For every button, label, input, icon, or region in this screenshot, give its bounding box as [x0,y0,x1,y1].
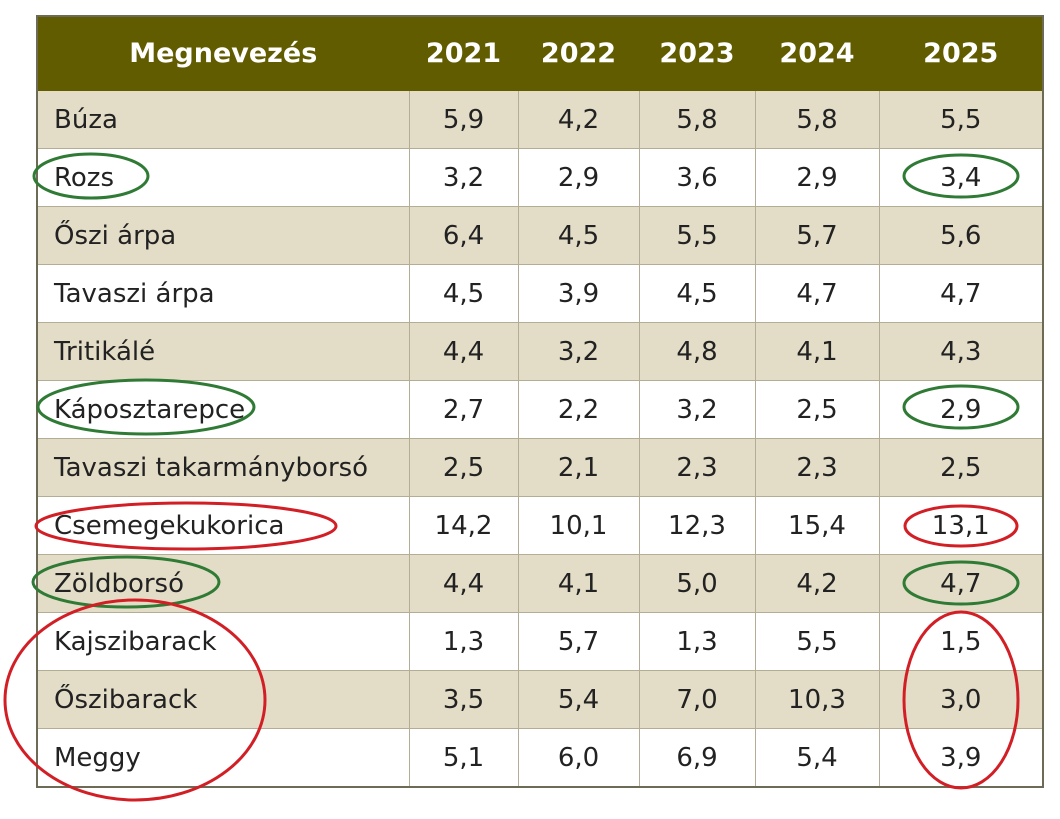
cell-2021: 3,5 [408,670,519,729]
row-name: Tavaszi takarmányborsó [36,438,410,497]
cell-2022: 4,5 [517,206,640,265]
cell-2022: 5,4 [517,670,640,729]
cell-2021: 1,3 [408,612,519,671]
cell-2021: 5,9 [408,90,519,149]
cell-2024: 15,4 [754,496,880,555]
table-body: Búza 5,9 4,2 5,8 5,8 5,5 Rozs 3,2 2,9 3,… [36,90,1044,788]
cell-2025: 4,7 [878,554,1044,613]
cell-2021: 6,4 [408,206,519,265]
table-row: Káposztarepce 2,7 2,2 3,2 2,5 2,9 [36,380,1044,439]
header-2021: 2021 [408,15,519,91]
cell-2025: 4,3 [878,322,1044,381]
header-megnevezes: Megnevezés [36,15,410,91]
cell-2021: 4,4 [408,322,519,381]
cell-2023: 3,2 [638,380,756,439]
cell-2024: 2,5 [754,380,880,439]
header-2022: 2022 [517,15,640,91]
row-name: Kajszibarack [36,612,410,671]
table-row: Tavaszi takarmányborsó 2,5 2,1 2,3 2,3 2… [36,438,1044,497]
cell-2024: 4,7 [754,264,880,323]
cell-2022: 10,1 [517,496,640,555]
cell-2024: 5,7 [754,206,880,265]
cell-2021: 2,7 [408,380,519,439]
header-2024: 2024 [754,15,880,91]
cell-2024: 4,1 [754,322,880,381]
cell-2023: 2,3 [638,438,756,497]
cell-2025: 2,9 [878,380,1044,439]
cell-2021: 14,2 [408,496,519,555]
cell-2024: 5,4 [754,728,880,788]
header-2025: 2025 [878,15,1044,91]
header-2023: 2023 [638,15,756,91]
cell-2023: 3,6 [638,148,756,207]
cell-2022: 2,9 [517,148,640,207]
cell-2023: 5,0 [638,554,756,613]
cell-2025: 3,0 [878,670,1044,729]
cell-2025: 1,5 [878,612,1044,671]
row-name: Búza [36,90,410,149]
cell-2025: 13,1 [878,496,1044,555]
cell-2023: 7,0 [638,670,756,729]
cell-2021: 5,1 [408,728,519,788]
cell-2021: 4,4 [408,554,519,613]
header-row: Megnevezés 2021 2022 2023 2024 2025 [36,15,1044,91]
row-name: Őszi árpa [36,206,410,265]
cell-2023: 1,3 [638,612,756,671]
cell-2022: 3,2 [517,322,640,381]
cell-2022: 4,2 [517,90,640,149]
cell-2021: 4,5 [408,264,519,323]
cell-2022: 4,1 [517,554,640,613]
row-name: Őszibarack [36,670,410,729]
row-name: Káposztarepce [36,380,410,439]
cell-2025: 3,9 [878,728,1044,788]
table-row: Csemegekukorica 14,2 10,1 12,3 15,4 13,1 [36,496,1044,555]
cell-2025: 5,6 [878,206,1044,265]
cell-2025: 4,7 [878,264,1044,323]
cell-2025: 5,5 [878,90,1044,149]
cell-2021: 2,5 [408,438,519,497]
table-row: Kajszibarack 1,3 5,7 1,3 5,5 1,5 [36,612,1044,671]
table-row: Őszibarack 3,5 5,4 7,0 10,3 3,0 [36,670,1044,729]
table-row: Tritikálé 4,4 3,2 4,8 4,1 4,3 [36,322,1044,381]
table-row: Őszi árpa 6,4 4,5 5,5 5,7 5,6 [36,206,1044,265]
table-row: Zöldborsó 4,4 4,1 5,0 4,2 4,7 [36,554,1044,613]
cell-2021: 3,2 [408,148,519,207]
cell-2024: 2,9 [754,148,880,207]
cell-2025: 2,5 [878,438,1044,497]
table-row: Búza 5,9 4,2 5,8 5,8 5,5 [36,90,1044,149]
row-name: Rozs [36,148,410,207]
cell-2022: 2,2 [517,380,640,439]
cell-2023: 5,8 [638,90,756,149]
cell-2022: 2,1 [517,438,640,497]
row-name: Tavaszi árpa [36,264,410,323]
cell-2023: 12,3 [638,496,756,555]
cell-2023: 4,5 [638,264,756,323]
cell-2023: 6,9 [638,728,756,788]
cell-2024: 5,5 [754,612,880,671]
table-row: Meggy 5,1 6,0 6,9 5,4 3,9 [36,728,1044,788]
cell-2023: 4,8 [638,322,756,381]
row-name: Meggy [36,728,410,788]
row-name: Zöldborsó [36,554,410,613]
table-row: Tavaszi árpa 4,5 3,9 4,5 4,7 4,7 [36,264,1044,323]
cell-2022: 3,9 [517,264,640,323]
cell-2024: 5,8 [754,90,880,149]
yield-table: Megnevezés 2021 2022 2023 2024 2025 Búza… [36,15,1044,788]
cell-2024: 10,3 [754,670,880,729]
cell-2024: 2,3 [754,438,880,497]
table-row: Rozs 3,2 2,9 3,6 2,9 3,4 [36,148,1044,207]
cell-2025: 3,4 [878,148,1044,207]
cell-2022: 5,7 [517,612,640,671]
row-name: Tritikálé [36,322,410,381]
row-name: Csemegekukorica [36,496,410,555]
cell-2024: 4,2 [754,554,880,613]
cell-2023: 5,5 [638,206,756,265]
cell-2022: 6,0 [517,728,640,788]
yield-table-container: Megnevezés 2021 2022 2023 2024 2025 Búza… [36,15,1044,788]
